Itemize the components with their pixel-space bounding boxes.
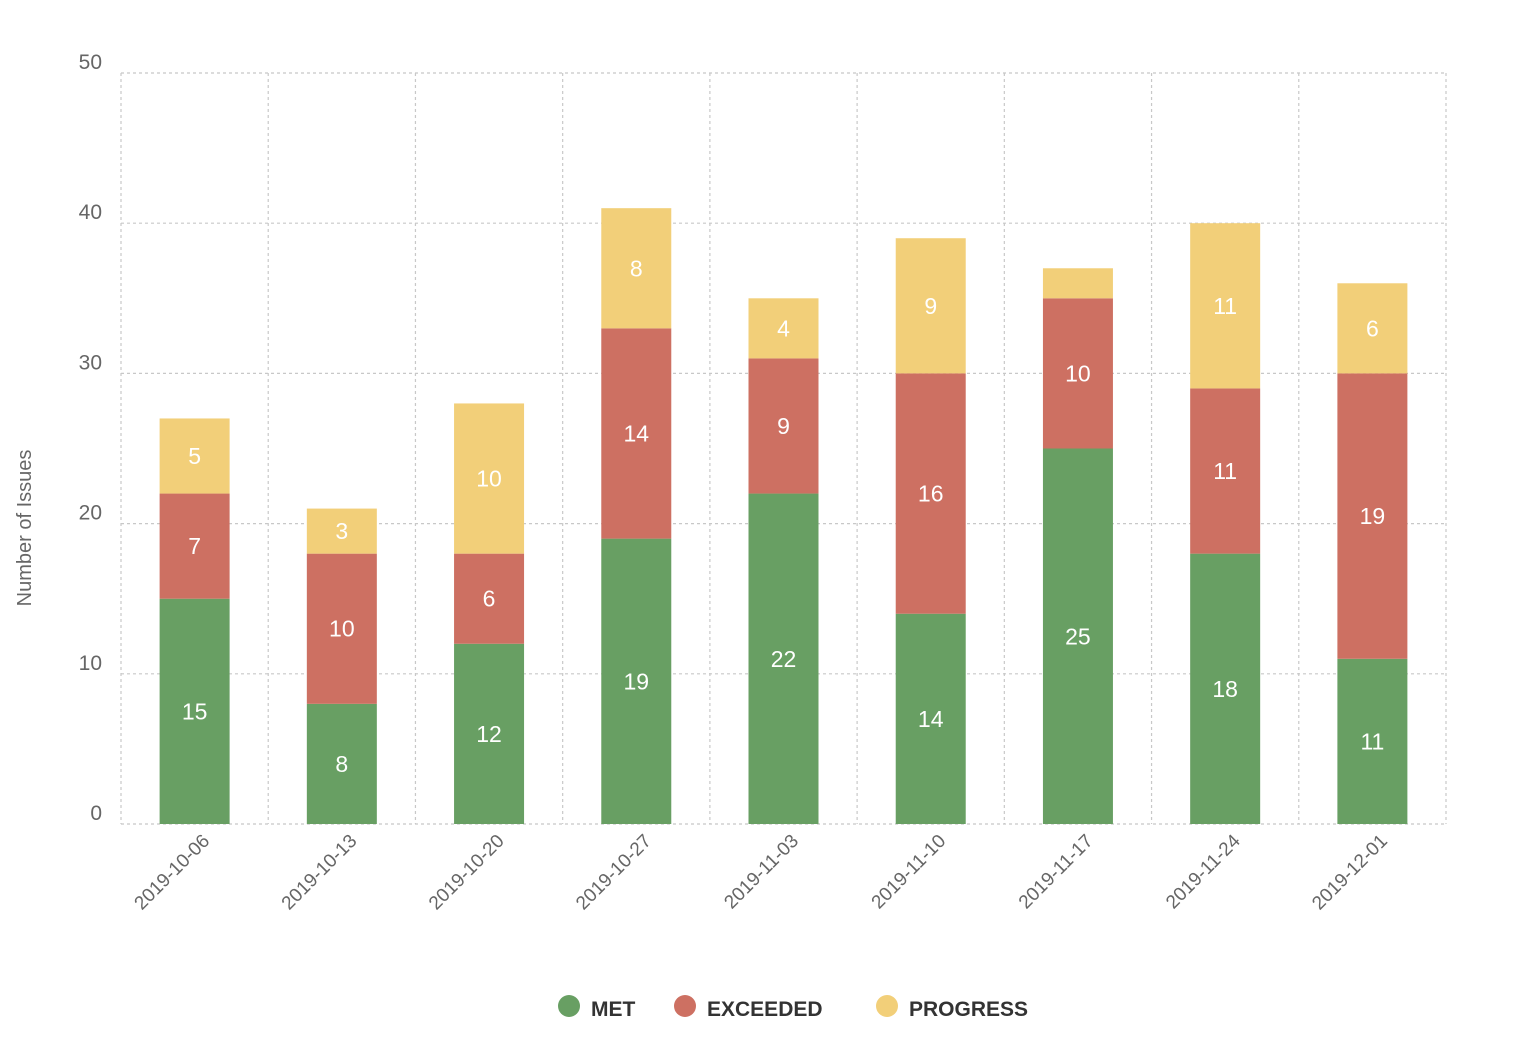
bar-value-label-met: 18	[1212, 676, 1238, 702]
bar-value-label-progress: 3	[335, 518, 348, 544]
bar-value-label-exceeded: 11	[1213, 458, 1237, 484]
legend-item-met[interactable]: MET	[558, 995, 636, 1021]
bar-value-label-exceeded: 14	[623, 420, 649, 446]
bar-value-label-met: 14	[918, 706, 944, 732]
y-axis-title: Number of Issues	[14, 450, 36, 607]
x-tick-label: 2019-11-24	[1162, 830, 1245, 913]
x-tick-label: 2019-10-13	[278, 831, 362, 915]
bar-value-label-exceeded: 7	[188, 533, 201, 559]
bar-stack-2019-10-27	[601, 208, 672, 824]
bar-segment-exceeded	[1042, 298, 1113, 449]
bar-segment-exceeded	[454, 553, 525, 644]
x-tick-label: 2019-10-27	[572, 831, 656, 915]
bar-value-label-met: 19	[623, 668, 649, 694]
bar-value-label-met: 15	[182, 698, 208, 724]
bar-value-label-progress: 9	[924, 293, 937, 319]
bar-value-label-exceeded: 6	[483, 586, 496, 612]
bar-segment-met	[748, 493, 819, 824]
segment-value-labels: 15 7 5 8 10 3 12 6 10 19 14 8 22 9 4 14 16 9 25 10 18 11 11 11 1…	[182, 255, 1385, 777]
x-axis: 2019-10-06 2019-10-13 2019-10-20 2019-10-27…	[131, 830, 1392, 914]
x-tick-label: 2019-10-20	[425, 831, 509, 915]
legend-swatch	[558, 995, 580, 1017]
bar-value-label-progress: 8	[630, 255, 643, 281]
bar-segment-progress	[601, 208, 672, 329]
legend-label: PROGRESS	[909, 998, 1028, 1021]
x-tick-label: 2019-12-01	[1308, 831, 1392, 915]
legend: MET EXCEEDED PROGRESS	[558, 995, 1028, 1021]
bar-segment-exceeded	[306, 553, 377, 704]
bar-value-label-exceeded: 10	[329, 616, 355, 642]
bar-value-label-met: 8	[335, 751, 348, 777]
bar-segment-exceeded	[159, 493, 230, 599]
x-tick-label: 2019-11-10	[868, 831, 951, 914]
bar-segment-progress	[1337, 283, 1408, 374]
legend-label: EXCEEDED	[707, 998, 823, 1021]
y-tick-label: 40	[79, 201, 102, 224]
bar-segment-met	[159, 598, 230, 824]
legend-item-exceeded[interactable]: EXCEEDED	[674, 995, 823, 1021]
bar-stack-2019-11-17	[1042, 268, 1113, 824]
bar-segment-progress	[1042, 268, 1113, 299]
bar-value-label-progress: 10	[476, 466, 502, 492]
legend-label: MET	[591, 998, 636, 1021]
bar-segment-met	[306, 703, 377, 824]
x-tick-label: 2019-11-03	[720, 831, 803, 914]
bar-segment-met	[1190, 553, 1261, 824]
bar-value-label-met: 25	[1065, 623, 1091, 649]
bar-stack-2019-11-24	[1190, 223, 1261, 824]
y-tick-label: 0	[90, 802, 102, 825]
bar-value-label-exceeded: 19	[1360, 503, 1386, 529]
x-tick-label: 2019-11-17	[1015, 831, 1098, 914]
bar-segment-exceeded	[1190, 388, 1261, 554]
bar-value-label-exceeded: 10	[1065, 360, 1091, 386]
bar-stack-2019-11-10	[895, 238, 966, 824]
bar-stack-2019-10-13	[306, 508, 377, 824]
bar-value-label-met: 12	[476, 721, 502, 747]
y-tick-label: 50	[79, 51, 102, 74]
bar-segment-progress	[454, 403, 525, 554]
bar-segment-progress	[748, 298, 819, 359]
y-tick-label: 10	[79, 652, 102, 675]
bar-value-label-progress: 11	[1213, 293, 1237, 319]
bar-segment-exceeded	[601, 328, 672, 539]
bar-stack-2019-10-20	[454, 403, 525, 824]
bar-segment-exceeded	[748, 358, 819, 494]
bar-value-label-met: 11	[1360, 728, 1384, 754]
bar-segment-met	[454, 643, 525, 824]
bar-segment-met	[1042, 448, 1113, 824]
bar-stack-2019-12-01	[1337, 283, 1408, 824]
bar-segment-progress	[895, 238, 966, 374]
bar-segment-progress	[159, 418, 230, 494]
bar-stack-2019-11-03	[748, 298, 819, 824]
y-tick-label: 20	[79, 502, 102, 525]
bar-stack-2019-10-06	[159, 418, 230, 824]
y-axis: 0 10 20 30 40 50	[79, 51, 102, 825]
legend-item-progress[interactable]: PROGRESS	[876, 995, 1028, 1021]
bar-stacks	[159, 208, 1408, 824]
bar-segment-met	[1337, 658, 1408, 824]
bar-segment-exceeded	[1337, 373, 1408, 659]
bar-segment-met	[895, 613, 966, 824]
bar-segment-exceeded	[895, 373, 966, 614]
bar-value-label-progress: 6	[1366, 315, 1379, 341]
bar-segment-met	[601, 538, 672, 824]
bar-value-label-met: 22	[771, 646, 797, 672]
bar-segment-progress	[306, 508, 377, 554]
x-tick-label: 2019-10-06	[131, 831, 215, 915]
bar-segment-progress	[1190, 223, 1261, 389]
bar-value-label-progress: 4	[777, 315, 790, 341]
bar-value-label-exceeded: 9	[777, 413, 790, 439]
bar-value-label-progress: 5	[188, 443, 201, 469]
y-tick-label: 30	[79, 351, 102, 374]
legend-swatch	[876, 995, 898, 1017]
legend-swatch	[674, 995, 696, 1017]
bar-value-label-exceeded: 16	[918, 481, 944, 507]
